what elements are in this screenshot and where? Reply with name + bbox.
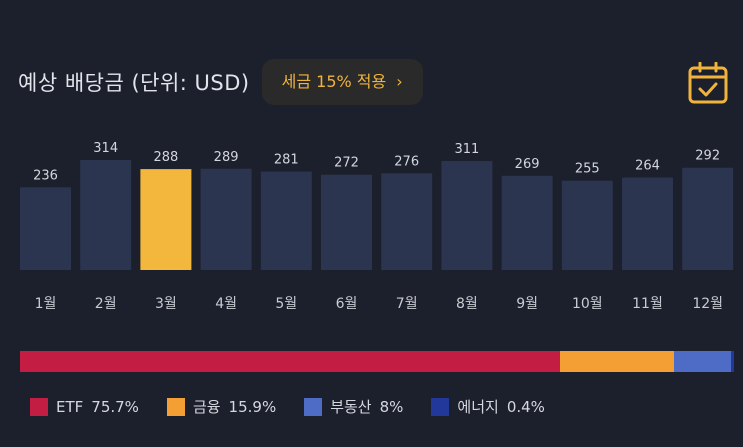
legend-item-4: 에너지 0.4%	[431, 396, 545, 417]
bar-10[interactable]	[561, 180, 613, 270]
bar-2[interactable]	[80, 160, 132, 270]
legend-label: 부동산	[330, 398, 372, 416]
allocation-segment-3	[674, 351, 732, 372]
value-label-9: 269	[515, 157, 540, 172]
bar-4[interactable]	[200, 168, 252, 270]
value-label-3: 288	[153, 150, 178, 165]
monthly-dividend-bar-chart: 236 1월 314 2월 288 3월 289 4월 281 5월 272 6월 276 7월 311 8월…	[20, 141, 734, 312]
legend-label: 에너지	[457, 398, 499, 416]
bar-6[interactable]	[321, 174, 372, 270]
chart-title: 예상 배당금 (단위: USD)	[18, 71, 250, 95]
legend-label: ETF	[56, 397, 84, 416]
bar-11[interactable]	[622, 177, 673, 270]
legend-label: 금융	[192, 398, 221, 416]
value-label-4: 289	[214, 150, 239, 165]
month-label-9: 9월	[516, 296, 538, 312]
month-label-11: 11월	[632, 296, 663, 312]
bar-7[interactable]	[381, 173, 433, 270]
value-label-11: 264	[635, 159, 660, 174]
legend-swatch	[166, 397, 185, 416]
value-label-10: 255	[575, 162, 600, 177]
calendar-check-icon[interactable]	[688, 62, 728, 104]
month-label-7: 7월	[396, 296, 418, 312]
month-label-8: 8월	[456, 296, 478, 312]
allocation-segment-1	[20, 351, 561, 372]
value-label-5: 281	[274, 153, 299, 168]
month-label-12: 12월	[692, 296, 723, 312]
legend-percent: 0.4%	[506, 397, 545, 416]
chart-header: 예상 배당금 (단위: USD) 세금 15% 적용 ›	[18, 58, 423, 106]
value-label-2: 314	[93, 141, 118, 156]
month-label-10: 10월	[572, 296, 603, 312]
bar-3[interactable]	[140, 169, 192, 270]
legend-item-1: ETF 75.7%	[30, 397, 139, 416]
month-label-2: 2월	[95, 296, 117, 312]
bar-8[interactable]	[441, 161, 493, 270]
tax-toggle-button[interactable]: 세금 15% 적용 ›	[261, 59, 423, 105]
legend-percent: 75.7%	[91, 397, 139, 416]
legend-percent: 15.9%	[228, 397, 277, 416]
month-label-1: 1월	[35, 296, 57, 312]
value-label-7: 276	[394, 154, 419, 169]
bar-1[interactable]	[20, 187, 71, 270]
value-label-1: 236	[33, 168, 58, 183]
month-label-6: 6월	[336, 296, 358, 312]
month-label-4: 4월	[215, 296, 237, 312]
value-label-8: 311	[454, 142, 479, 157]
allocation-segment-4	[731, 351, 734, 372]
sector-legend: ETF 75.7% 금융 15.9% 부동산 8% 에너지 0.4%	[30, 396, 573, 417]
legend-swatch	[30, 397, 48, 416]
legend-swatch	[304, 397, 323, 416]
legend-item-2: 금융 15.9%	[166, 396, 277, 417]
bar-12[interactable]	[682, 167, 734, 270]
sector-allocation-bar	[20, 351, 734, 372]
legend-swatch	[431, 397, 450, 416]
allocation-segment-2	[560, 351, 674, 372]
legend-item-3: 부동산 8%	[304, 396, 403, 417]
value-label-12: 292	[695, 149, 720, 164]
value-label-6: 272	[334, 156, 359, 171]
bar-5[interactable]	[260, 171, 312, 270]
chevron-right-icon: ›	[396, 72, 403, 91]
month-label-3: 3월	[155, 296, 177, 312]
legend-percent: 8%	[379, 397, 404, 416]
month-label-5: 5월	[275, 296, 297, 312]
tax-button-label: 세금 15% 적용	[281, 72, 387, 91]
bar-9[interactable]	[501, 175, 553, 270]
